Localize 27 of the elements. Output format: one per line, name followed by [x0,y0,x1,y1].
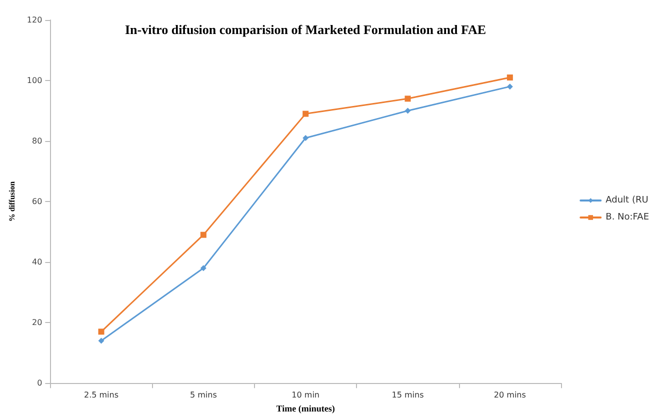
x-tick-label: 5 mins [190,390,217,400]
point [506,84,513,90]
point [200,265,206,272]
legend-label: Adult (RU [606,196,648,206]
y-tick-label: 80 [32,136,42,146]
y-axis-title: % diffusion [8,180,16,222]
y-tick-label: 120 [26,16,42,24]
point [404,96,411,102]
x-tick-label: 2.5 mins [84,390,119,400]
chart-title: In-vitro difusion comparision of Marketed Formulation and FAE [125,22,486,37]
point [506,74,513,80]
x-tick-label: 15 mins [392,390,424,400]
point [200,232,206,238]
y-tick-label: 40 [32,258,42,267]
x-axis-title: Time (minutes) [276,404,335,414]
legend-label: B. No:FAE [606,212,650,222]
y-tick-label: 100 [26,76,42,86]
point [404,108,411,114]
x-tick-label: 20 mins [494,390,526,400]
y-tick-label: 20 [32,318,42,328]
point [302,135,309,142]
x-tick-label: 10 min [292,390,320,400]
point [98,338,104,344]
point [98,328,104,335]
y-tick-label: 60 [32,197,42,206]
point [302,110,309,117]
y-tick-label: 0 [37,378,42,388]
